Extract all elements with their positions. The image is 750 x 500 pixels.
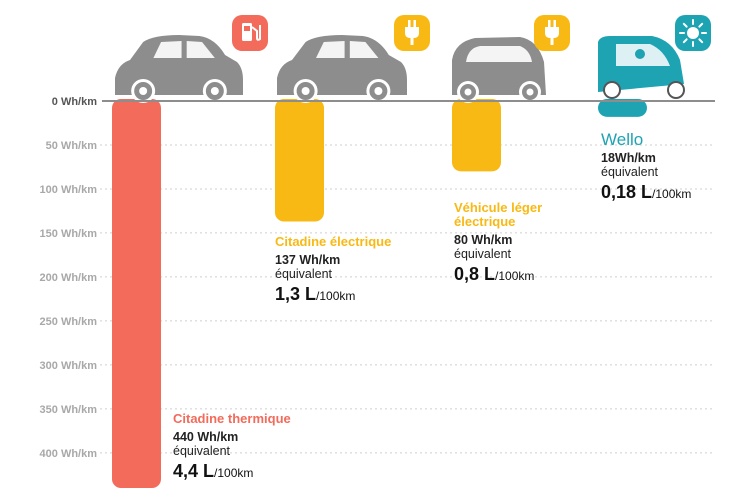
category-name: Citadine électrique	[275, 234, 392, 249]
category-name: Wello	[601, 130, 644, 149]
litre-label: 0,8 L/100km	[454, 264, 535, 284]
sun-icon	[675, 15, 711, 51]
y-tick-label: 200 Wh/km	[40, 272, 98, 284]
bar	[452, 99, 501, 172]
y-tick-label: 100 Wh/km	[40, 184, 98, 196]
y-tick-label: 150 Wh/km	[40, 228, 98, 240]
wello-vehicle	[598, 36, 685, 99]
label-vehicule-leger: Véhicule léger électrique 80 Wh/km équiv…	[454, 201, 564, 286]
value-label: 18Wh/km	[601, 151, 656, 165]
vehicles	[115, 35, 685, 103]
category-name: Citadine thermique	[173, 411, 291, 426]
litre-label: 1,3 L/100km	[275, 284, 356, 304]
equivalent-label: équivalent	[275, 267, 332, 281]
y-axis-ticks: 0 Wh/km 50 Wh/km 100 Wh/km 150 Wh/km 200 Wh/…	[40, 96, 98, 460]
y-tick-label: 350 Wh/km	[40, 404, 98, 416]
bars	[112, 99, 647, 488]
bar	[112, 99, 161, 488]
value-label: 80 Wh/km	[454, 233, 513, 247]
equivalent-label: équivalent	[454, 247, 511, 261]
plug-icon	[394, 15, 430, 51]
label-citadine-electrique: Citadine électrique 137 Wh/km équivalent…	[275, 235, 391, 306]
value-label: 137 Wh/km	[275, 253, 341, 267]
car-electrique	[277, 35, 407, 103]
light-electric-vehicle	[452, 37, 546, 103]
equivalent-label: équivalent	[601, 165, 658, 179]
label-wello: Wello 18Wh/km équivalent 0,18 L/100km	[601, 130, 692, 204]
fuel-pump-icon	[232, 15, 268, 51]
plug-icon	[534, 15, 570, 51]
litre-label: 4,4 L/100km	[173, 461, 254, 481]
bar	[598, 99, 647, 117]
y-tick-label: 0 Wh/km	[52, 96, 97, 108]
label-citadine-thermique: Citadine thermique 440 Wh/km équivalent …	[173, 412, 291, 483]
equivalent-label: équivalent	[173, 444, 230, 458]
category-name: Véhicule léger électrique	[454, 200, 543, 229]
bar	[275, 99, 324, 222]
y-tick-label: 250 Wh/km	[40, 316, 98, 328]
energy-badges	[232, 15, 711, 51]
y-tick-label: 50 Wh/km	[46, 140, 98, 152]
y-tick-label: 300 Wh/km	[40, 360, 98, 372]
y-tick-label: 400 Wh/km	[40, 448, 98, 460]
litre-label: 0,18 L/100km	[601, 182, 692, 202]
value-label: 440 Wh/km	[173, 430, 239, 444]
car-thermique	[115, 35, 243, 103]
